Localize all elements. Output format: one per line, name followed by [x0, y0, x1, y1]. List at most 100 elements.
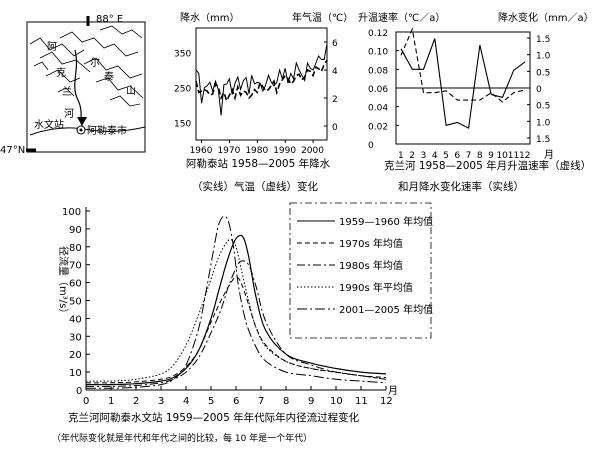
runoff-y-tick-label: 80	[69, 243, 82, 254]
month-tick-label: 2	[409, 151, 415, 161]
month-unit-label: 月	[544, 149, 554, 161]
legend-label: 1959—1960 年均值	[339, 215, 433, 228]
month-tick-label: 5	[443, 151, 449, 161]
runoff-1970s-line	[85, 276, 387, 384]
runoff-x-tick-label: 7	[258, 396, 264, 407]
precip-y-tick-label: 250	[174, 85, 191, 95]
month-tick-label: 12	[519, 151, 530, 161]
warming-rate-tick-label: 0.08	[368, 66, 388, 76]
temp-y-tick-label: 4	[332, 67, 338, 77]
precip-temp-x-tick-label: 2000	[301, 146, 324, 156]
latitude-label: 47°N	[0, 145, 25, 156]
monthly-rates-ticks: 0.12 0.10 0.08 0.06 0.04 0.02 0 1.5 1.0 0.5 0 0.5 1.…	[368, 29, 551, 161]
runoff-series	[85, 215, 387, 389]
runoff-x-tick-label: 5	[208, 396, 214, 407]
month-tick-label: 6	[454, 151, 460, 161]
legend-frame	[289, 202, 432, 339]
precip-change-tick-label: 1.0	[536, 118, 551, 128]
precip-change-tick-label: 0	[536, 85, 542, 95]
month-tick-label: 3	[421, 151, 427, 161]
runoff-1980s-line	[85, 260, 387, 387]
warming-rate-line	[400, 27, 526, 103]
runoff-2001-2005-line	[85, 215, 387, 389]
runoff-y-tick-label: 0	[76, 386, 82, 397]
warming-rate-tick-label: 0.06	[368, 85, 388, 95]
temp-y-tick-label: 2	[332, 95, 338, 105]
station-marker	[77, 117, 87, 126]
precip-temp-chart: 降水（mm） 年气温（℃） 1960 1970 1980 1990 2000 350 250…	[174, 11, 353, 193]
precip-change-tick-label: 0.5	[536, 102, 550, 112]
legend-label: 1980s 年均值	[339, 259, 403, 272]
precip-change-tick-label: 1.5	[536, 35, 550, 45]
runoff-y-tick-label: 100	[62, 207, 81, 218]
runoff-1990s-line	[85, 238, 387, 382]
location-map: 88° E 47°N 阿 克 兰 河 尔 泰 山 水文站 阿勒泰市	[0, 14, 146, 156]
precip-axis-title: 降水（mm）	[180, 11, 239, 24]
runoff-y-tick-label: 90	[69, 225, 82, 236]
runoff-x-tick-label: 4	[183, 396, 189, 407]
runoff-x-tick-label: 2	[133, 396, 139, 407]
legend-label: 2001—2005 年均值	[339, 303, 433, 316]
city-boundary	[29, 126, 146, 136]
map-label-tai: 泰	[104, 70, 114, 83]
precip-temp-x-tick-label: 1990	[273, 146, 296, 156]
runoff-y-tick-label: 50	[69, 297, 82, 308]
warming-rate-tick-label: 0.04	[368, 104, 388, 114]
map-label-a: 阿	[47, 41, 57, 53]
runoff-x-tick-label: 3	[158, 396, 164, 407]
warming-rate-tick-label: 0.12	[368, 29, 388, 39]
month-tick-label: 1	[398, 151, 404, 161]
runoff-caption-1: 克兰河阿勒泰水文站 1959—2005 年年代际年内径流过程变化	[68, 411, 360, 424]
map-label-er: 尔	[90, 56, 100, 69]
warming-rate-tick-label: 0	[368, 141, 374, 151]
precip-y-tick-label: 150	[174, 120, 191, 130]
runoff-x-tick-label: 11	[355, 396, 368, 407]
month-tick-label: 4	[432, 151, 438, 161]
precip-change-axis-title: 降水变化（mm／a）	[498, 11, 594, 24]
runoff-y-tick-label: 20	[69, 350, 82, 361]
runoff-x-tick-label: 0	[83, 396, 89, 407]
precip-y-tick-label: 350	[174, 50, 191, 60]
warming-rate-tick-label: 0.02	[368, 122, 388, 132]
warming-rate-tick-label: 0.10	[368, 48, 388, 58]
city-marker-dot	[79, 128, 83, 132]
temperature-line	[195, 59, 328, 103]
station-label: 水文站	[34, 118, 64, 131]
runoff-x-unit: 月	[388, 385, 398, 397]
monthly-rates-series	[400, 27, 526, 129]
month-tick-label: 11	[508, 151, 519, 161]
legend-label: 1990s 年平均值	[339, 281, 413, 294]
legend-entries: 1959—1960 年均值 1970s 年均值 1980s 年均值 1990s 年平均…	[297, 215, 433, 316]
monthly-rates-chart: 升温速率（℃／a） 降水变化（mm／a） 0.12 0.10 0.08 0.06 0.0…	[358, 11, 594, 193]
runoff-x-tick-label: 1	[108, 396, 114, 407]
precip-change-tick-label: 0.5	[536, 68, 550, 78]
runoff-x-tick-label: 8	[283, 396, 289, 407]
runoff-caption-2: （年代际变化就是年代和年代之间的比较，每 10 年是一个年代）	[52, 432, 312, 444]
month-tick-label: 9	[488, 151, 494, 161]
map-label-shan: 山	[126, 85, 136, 97]
runoff-y-tick-label: 60	[69, 279, 82, 290]
monthly-rates-caption-2: 和月降水变化速率（实线）	[398, 180, 524, 193]
warming-rate-axis-title: 升温速率（℃／a）	[358, 11, 445, 24]
map-label-ke: 克	[56, 67, 66, 79]
temp-y-tick-label: 0	[332, 123, 338, 133]
temp-axis-title: 年气温（℃）	[292, 11, 353, 24]
runoff-y-label: 径流量（m³/s）	[57, 246, 70, 318]
month-tick-label: 7	[466, 151, 472, 161]
temp-y-tick-label: 6	[332, 39, 338, 49]
runoff-x-tick-label: 12	[380, 396, 393, 407]
runoff-y-tick-label: 10	[69, 368, 82, 379]
precip-temp-ticks: 1960 1970 1980 1990 2000 350 250 150 6 4 2 0	[174, 39, 338, 156]
monthly-rates-caption-1: 克兰河 1958—2005 年月升温速率（虚线）	[384, 159, 591, 172]
runoff-x-tick-label: 10	[330, 396, 343, 407]
precip-temp-caption-2: （实线）气温（虚线）变化	[192, 180, 318, 193]
month-tick-label: 8	[477, 151, 483, 161]
city-label: 阿勒泰市	[87, 124, 127, 137]
runoff-legend: 1959—1960 年均值 1970s 年均值 1980s 年均值 1990s 年平均…	[289, 202, 433, 339]
precip-change-rate-line	[400, 38, 526, 129]
legend-label: 1970s 年均值	[339, 237, 403, 250]
runoff-y-tick-label: 30	[69, 332, 82, 343]
